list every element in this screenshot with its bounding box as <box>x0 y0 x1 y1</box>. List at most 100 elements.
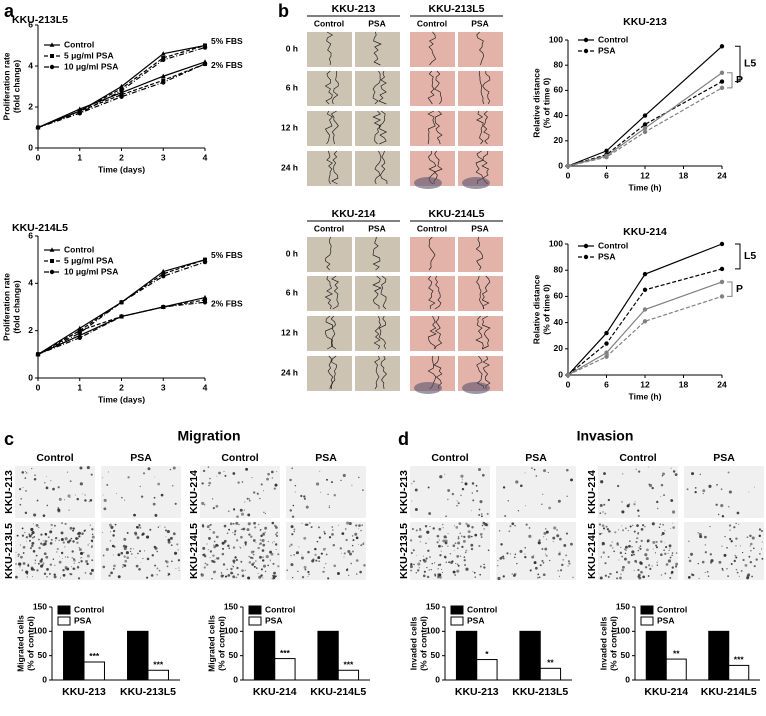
cell-speck <box>616 543 619 546</box>
cell-speck <box>358 524 361 527</box>
cell-speck <box>91 559 94 562</box>
cell-speck <box>480 536 483 538</box>
wound-edge <box>427 70 435 105</box>
cell-speck <box>689 552 694 556</box>
cell-speck <box>656 561 658 564</box>
cell-speck <box>209 477 211 480</box>
point <box>719 241 725 247</box>
cell-speck <box>456 500 458 502</box>
cell-speck <box>333 494 336 497</box>
cell-speck <box>91 528 94 531</box>
cell-speck <box>235 559 238 561</box>
y-tick-label: 0 <box>28 142 33 152</box>
time-label: 12 h <box>281 327 298 337</box>
cell-speck <box>72 529 75 532</box>
cell-speck <box>480 513 483 515</box>
cell-speck <box>698 577 700 579</box>
cell-speck <box>669 576 672 579</box>
cell-speck <box>303 495 306 498</box>
cell-speck <box>36 499 39 501</box>
cell-speck <box>323 570 325 573</box>
cell-speck <box>207 466 210 468</box>
cell-line-label: KKU-214L5 <box>586 523 598 579</box>
cell-speck <box>266 477 269 481</box>
cell-speck <box>234 529 237 532</box>
cell-speck <box>718 560 722 564</box>
cell-speck <box>156 573 158 576</box>
y-axis-label: (% of control) <box>608 616 618 671</box>
cell-speck <box>670 467 672 469</box>
cell-speck <box>702 493 704 495</box>
cell-speck <box>464 551 467 554</box>
cell-line-label: KKU-214 <box>188 470 200 514</box>
cell-speck <box>456 504 458 507</box>
cell-speck <box>139 485 141 487</box>
cell-speck <box>160 493 164 497</box>
cell-speck <box>639 545 642 547</box>
legend-label: Control <box>598 34 628 44</box>
wound-image <box>355 111 400 146</box>
cell-speck <box>436 541 439 544</box>
series-line <box>567 268 723 376</box>
cell-speck <box>26 540 27 542</box>
cell-speck <box>519 549 523 553</box>
cell-speck <box>122 566 124 568</box>
point <box>77 328 82 333</box>
point <box>604 148 609 154</box>
cell-speck <box>343 552 346 555</box>
cell-speck <box>311 559 315 563</box>
cell-speck <box>22 487 24 489</box>
x-tick-label: KKU-213L5 <box>120 686 176 698</box>
wound-edge <box>478 70 485 105</box>
cell-speck <box>614 531 617 534</box>
cell-speck <box>59 577 61 579</box>
cell-speck <box>68 539 72 542</box>
panel-letter: a <box>4 1 15 21</box>
x-tick-label: 4 <box>203 152 208 162</box>
cell-speck <box>262 577 264 579</box>
cell-speck <box>497 560 499 562</box>
cell-speck <box>599 576 603 580</box>
cell-speck <box>638 547 640 549</box>
wound-edge <box>483 110 490 145</box>
point <box>642 126 648 131</box>
cell-speck <box>702 489 706 493</box>
cell-speck <box>456 563 459 566</box>
cell-speck <box>75 537 78 540</box>
cell-speck <box>328 536 332 539</box>
cell-speck <box>318 560 320 562</box>
cell-speck <box>239 508 243 512</box>
cell-speck <box>428 512 432 515</box>
cell-speck <box>221 552 225 556</box>
cell-speck <box>224 575 227 578</box>
cell-speck <box>295 551 299 555</box>
condition-label: 2% FBS <box>211 60 243 70</box>
cell-speck <box>40 533 43 536</box>
cell-speck <box>223 539 227 543</box>
series-line <box>567 295 723 376</box>
cell-speck <box>146 557 150 561</box>
cell-speck <box>248 533 251 536</box>
treatment-label: PSA <box>130 452 152 464</box>
cell-speck <box>103 498 107 502</box>
cell-speck <box>142 558 144 560</box>
cell-speck <box>447 498 449 501</box>
cell-speck <box>123 564 127 567</box>
cell-speck <box>465 522 468 525</box>
cell-speck <box>629 540 631 542</box>
wound-edge <box>380 275 387 310</box>
cell-speck <box>303 497 306 500</box>
cell-speck <box>534 566 538 570</box>
cell-speck <box>531 467 533 469</box>
cell-speck <box>699 473 702 476</box>
point <box>202 45 208 50</box>
cell-speck <box>67 494 71 498</box>
cell-speck <box>602 527 606 530</box>
cell-speck <box>167 540 171 544</box>
cell-speck <box>237 573 240 576</box>
cell-speck <box>533 468 536 471</box>
cell-speck <box>209 523 212 526</box>
cell-speck <box>724 536 726 538</box>
cell-speck <box>428 569 430 571</box>
cell-speck <box>232 472 236 475</box>
